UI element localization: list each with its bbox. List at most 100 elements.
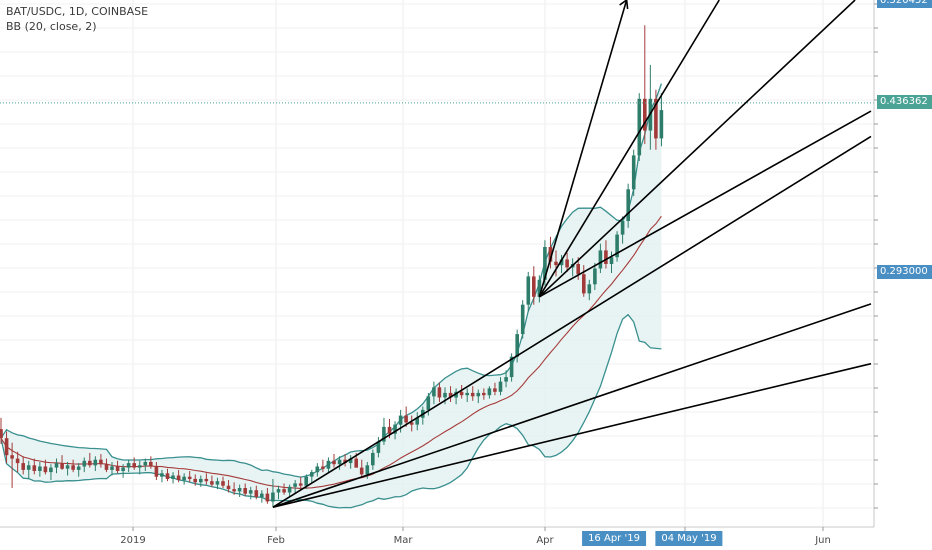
x-badge-start: 16 Apr '19	[582, 531, 646, 546]
candle-body-63	[348, 458, 353, 464]
candle-body-91	[504, 377, 508, 382]
candle-body-23	[126, 463, 131, 468]
fan-arrow-head	[619, 0, 629, 10]
fan-line-a-2[interactable]	[272, 135, 872, 508]
indicator-title[interactable]: BB (20, close, 2)	[6, 20, 97, 33]
candle-body-105	[582, 274, 586, 294]
candle-body-25	[137, 465, 142, 468]
candle-body-78	[432, 387, 436, 397]
candle-body-33	[182, 476, 186, 481]
candle-body-11	[60, 463, 64, 469]
candle-body-84	[465, 392, 469, 396]
candle-body-1	[4, 438, 9, 456]
candle-body-39	[215, 481, 220, 485]
price-axis-ticks	[874, 3, 878, 509]
candle-body-93	[515, 334, 519, 357]
candle-body-51	[282, 489, 286, 493]
candle-body-45	[248, 490, 253, 494]
candle-body-55	[304, 476, 308, 486]
candle-body-60	[332, 460, 336, 465]
candle-body-80	[443, 392, 447, 398]
candle-body-71	[393, 424, 397, 434]
candle-body-104	[576, 264, 580, 275]
candle-body-95	[526, 276, 531, 305]
candle-body-31	[171, 475, 175, 479]
x-badge-end: 04 May '19	[655, 531, 723, 546]
candle-body-118	[654, 98, 658, 139]
candle-body-73	[404, 415, 408, 423]
fan-line-a-0[interactable]	[272, 362, 872, 508]
candle-body-8	[43, 466, 48, 473]
price-tag-top: 0.520452	[877, 0, 932, 8]
axes	[0, 0, 878, 531]
x-label-jun: Jun	[815, 535, 831, 546]
candle-body-116	[643, 98, 647, 131]
candle-body-111	[615, 234, 619, 258]
candle-body-57	[315, 466, 320, 473]
candle-body-43	[237, 488, 242, 492]
candle-body-96	[532, 276, 536, 297]
candle-body-36	[199, 478, 203, 483]
candle-body-66	[365, 465, 370, 475]
candle-body-56	[310, 472, 314, 477]
candle-body-22	[121, 467, 125, 471]
candle-body-100	[554, 261, 558, 266]
fan-line-a-1[interactable]	[272, 303, 872, 508]
gann-fan[interactable]	[272, 0, 872, 508]
candle-body-46	[254, 490, 259, 497]
candle-body-27	[149, 461, 153, 467]
candle-body-6	[32, 465, 37, 471]
candle-body-24	[132, 463, 136, 468]
candle-body-98	[543, 247, 547, 280]
candle-body-70	[387, 426, 392, 434]
candle-body-82	[454, 391, 458, 398]
fan-line-b-2[interactable]	[538, 0, 720, 298]
candle-body-0	[0, 429, 3, 439]
candle-body-42	[232, 489, 236, 492]
fan-line-b-1[interactable]	[538, 0, 856, 298]
candle-body-2	[10, 455, 14, 459]
candle-body-20	[110, 466, 114, 470]
candle-body-81	[448, 392, 453, 398]
chart-legend: BAT/USDC, 1D, COINBASE BB (20, close, 2)	[6, 4, 148, 34]
symbol-title[interactable]: BAT/USDC, 1D, COINBASE	[6, 5, 149, 18]
candle-body-64	[354, 458, 358, 468]
bb-basis-line	[0, 215, 662, 489]
price-tag-level: 0.293000	[877, 265, 932, 279]
candle-body-62	[343, 459, 347, 464]
fan-line-b-0[interactable]	[538, 110, 872, 298]
candle-body-32	[176, 475, 181, 480]
fan-line-b-3[interactable]	[538, 0, 628, 298]
candle-body-67	[371, 452, 375, 466]
candle-body-65	[359, 467, 364, 475]
candle-body-58	[321, 466, 325, 469]
candle-body-54	[298, 483, 303, 486]
candle-body-75	[415, 417, 419, 425]
candle-body-59	[326, 460, 331, 469]
candle-body-44	[243, 488, 247, 494]
candle-body-102	[565, 259, 569, 268]
candle-body-19	[104, 464, 109, 470]
candle-body-97	[537, 279, 542, 297]
candle-body-53	[293, 483, 297, 487]
candle-body-94	[520, 304, 525, 335]
candle-body-83	[459, 391, 464, 396]
candle-body-17	[93, 459, 98, 466]
candle-body-110	[609, 257, 614, 264]
candle-body-115	[637, 98, 642, 156]
candle-body-69	[382, 426, 386, 442]
x-label-2019: 2019	[120, 535, 146, 546]
candle-body-108	[598, 250, 603, 269]
candle-body-50	[276, 489, 281, 493]
candle-body-35	[193, 478, 197, 483]
candle-body-61	[337, 459, 342, 465]
candle-body-114	[631, 155, 636, 190]
candle-body-119	[659, 110, 664, 139]
candle-body-85	[470, 392, 475, 397]
candle-body-5	[26, 465, 31, 470]
candle-body-86	[476, 392, 481, 397]
candle-body-12	[65, 465, 70, 469]
candle-body-74	[409, 422, 414, 425]
candle-body-7	[38, 466, 42, 471]
